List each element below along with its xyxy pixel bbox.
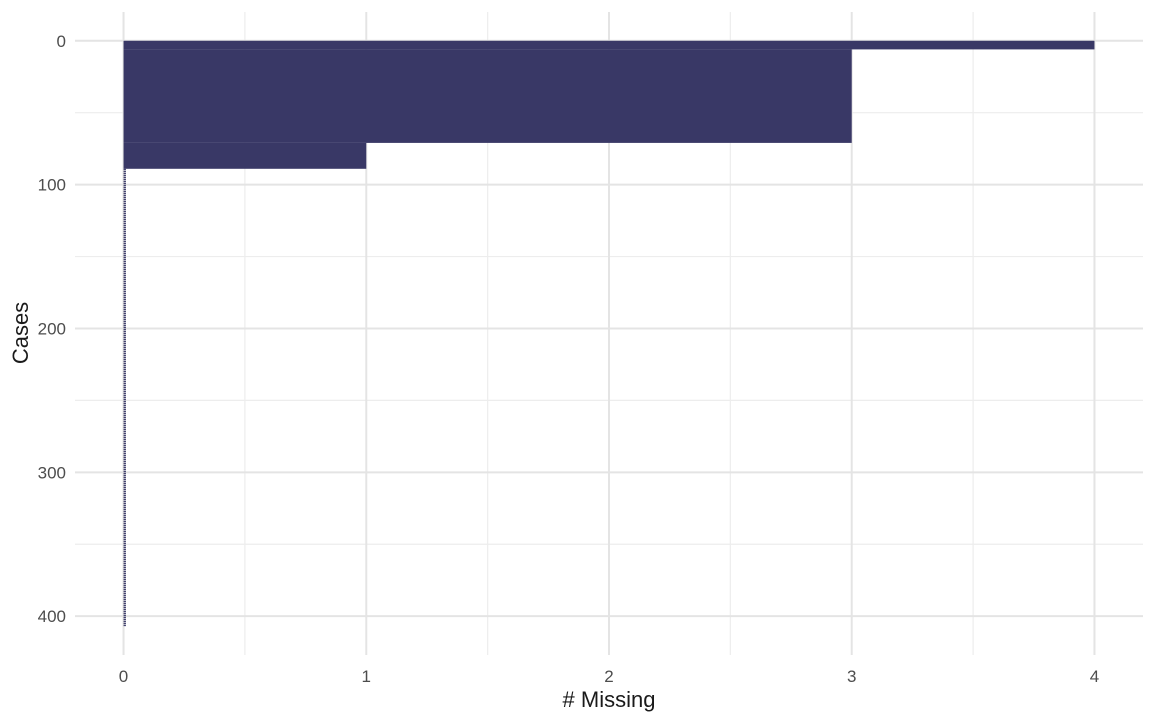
x-tick-label: 0 [119, 667, 128, 686]
x-tick-label: 1 [362, 667, 371, 686]
y-tick-label: 0 [57, 32, 66, 51]
y-axis-title: Cases [8, 301, 33, 365]
x-tick-label: 4 [1090, 667, 1099, 686]
miss-bar-segment-3-missing [123, 49, 852, 143]
x-axis-title: # Missing [562, 687, 656, 712]
y-tick-label: 400 [38, 607, 66, 626]
y-tick-label: 200 [38, 319, 66, 338]
y-tick-label: 100 [38, 176, 66, 195]
miss-bar-segment-1-missing [123, 142, 367, 169]
x-tick-label: 2 [604, 667, 613, 686]
y-tick-label: 300 [38, 463, 66, 482]
miss-bar-segment-4-missing [123, 40, 1095, 50]
x-tick-label: 3 [847, 667, 856, 686]
